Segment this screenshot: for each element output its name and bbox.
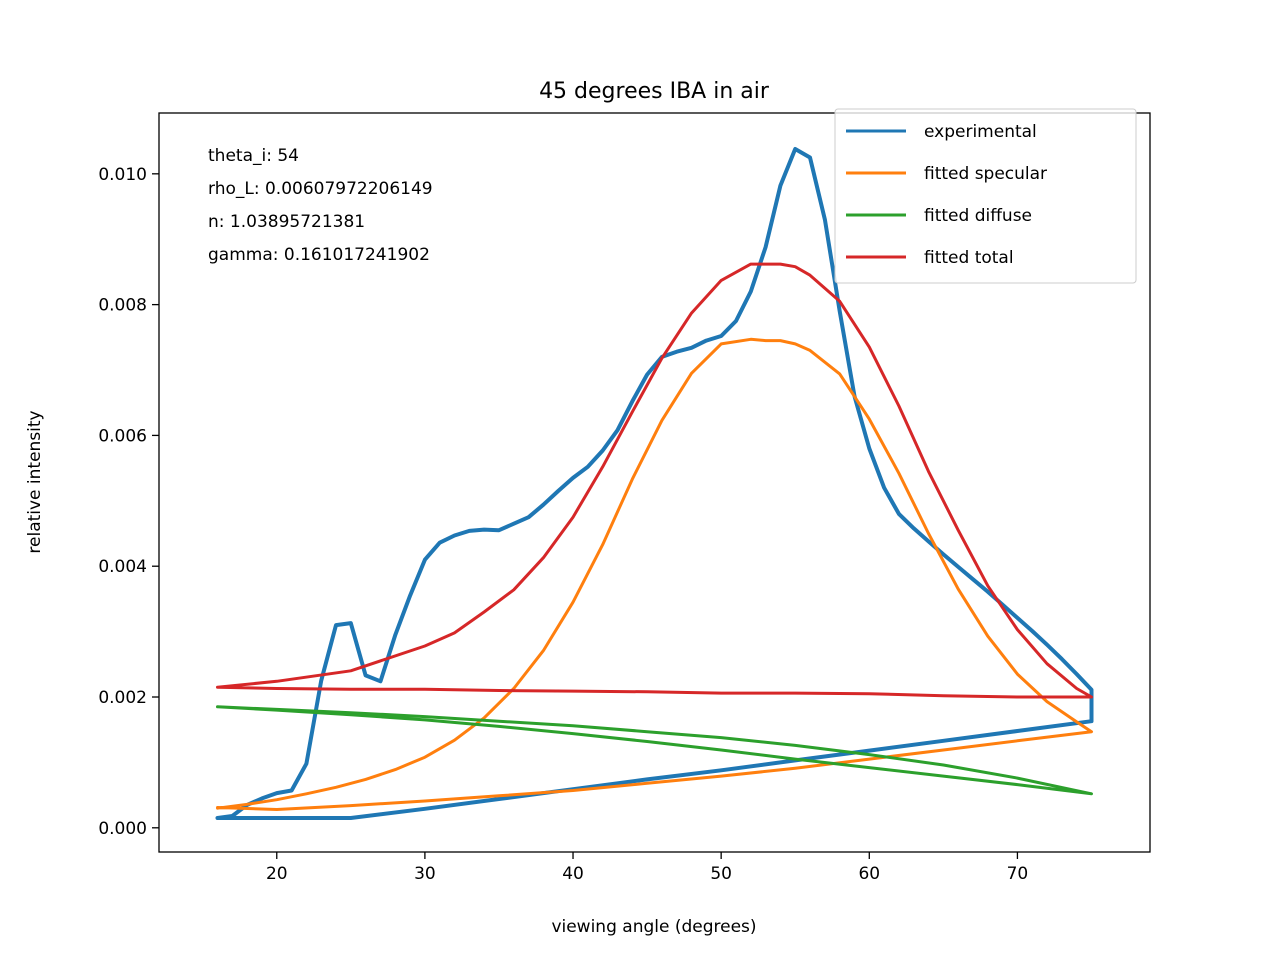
x-tick-label: 30 — [414, 864, 436, 884]
chart-title: 45 degrees IBA in air — [539, 79, 770, 104]
plot-frame — [158, 112, 1151, 853]
x-tick-label: 40 — [562, 864, 584, 884]
legend-label-fitted-diffuse: fitted diffuse — [924, 206, 1032, 226]
x-tick-label: 20 — [266, 864, 288, 884]
annotation-rho-l: rho_L: 0.00607972206149 — [208, 179, 433, 199]
x-tick-label: 60 — [858, 864, 880, 884]
y-tick-label: 0.006 — [98, 426, 147, 446]
y-tick-label: 0.010 — [98, 165, 147, 185]
plot-lines — [215, 147, 1094, 820]
y-axis-label: relative intensity — [25, 410, 45, 553]
annotation-n: n: 1.03895721381 — [208, 212, 365, 232]
legend-label-fitted-specular: fitted specular — [924, 164, 1047, 184]
x-tick-label: 50 — [710, 864, 732, 884]
y-tick-label: 0.000 — [98, 819, 147, 839]
y-axis-ticks: 0.000 0.002 0.004 0.006 0.008 0.010 — [98, 165, 159, 839]
x-axis-ticks: 20 30 40 50 60 70 — [266, 852, 1028, 884]
legend: experimental fitted specular fitted diffus… — [834, 108, 1137, 284]
series-line-experimental — [215, 147, 1094, 820]
parameter-annotations: theta_i: 54 rho_L: 0.00607972206149 n: 1… — [208, 146, 433, 265]
series-line-fitted-diffuse — [216, 705, 1093, 796]
legend-box — [834, 108, 1137, 284]
series-line-fitted-total — [216, 262, 1093, 699]
series-line-fitted-specular — [216, 337, 1093, 811]
y-tick-label: 0.008 — [98, 296, 147, 316]
annotation-theta-i: theta_i: 54 — [208, 146, 299, 166]
y-tick-label: 0.002 — [98, 688, 147, 708]
legend-label-fitted-total: fitted total — [924, 248, 1014, 268]
annotation-gamma: gamma: 0.161017241902 — [208, 245, 430, 265]
x-tick-label: 70 — [1007, 864, 1029, 884]
x-axis-label: viewing angle (degrees) — [551, 917, 756, 937]
legend-label-experimental: experimental — [924, 122, 1037, 142]
y-tick-label: 0.004 — [98, 557, 147, 577]
